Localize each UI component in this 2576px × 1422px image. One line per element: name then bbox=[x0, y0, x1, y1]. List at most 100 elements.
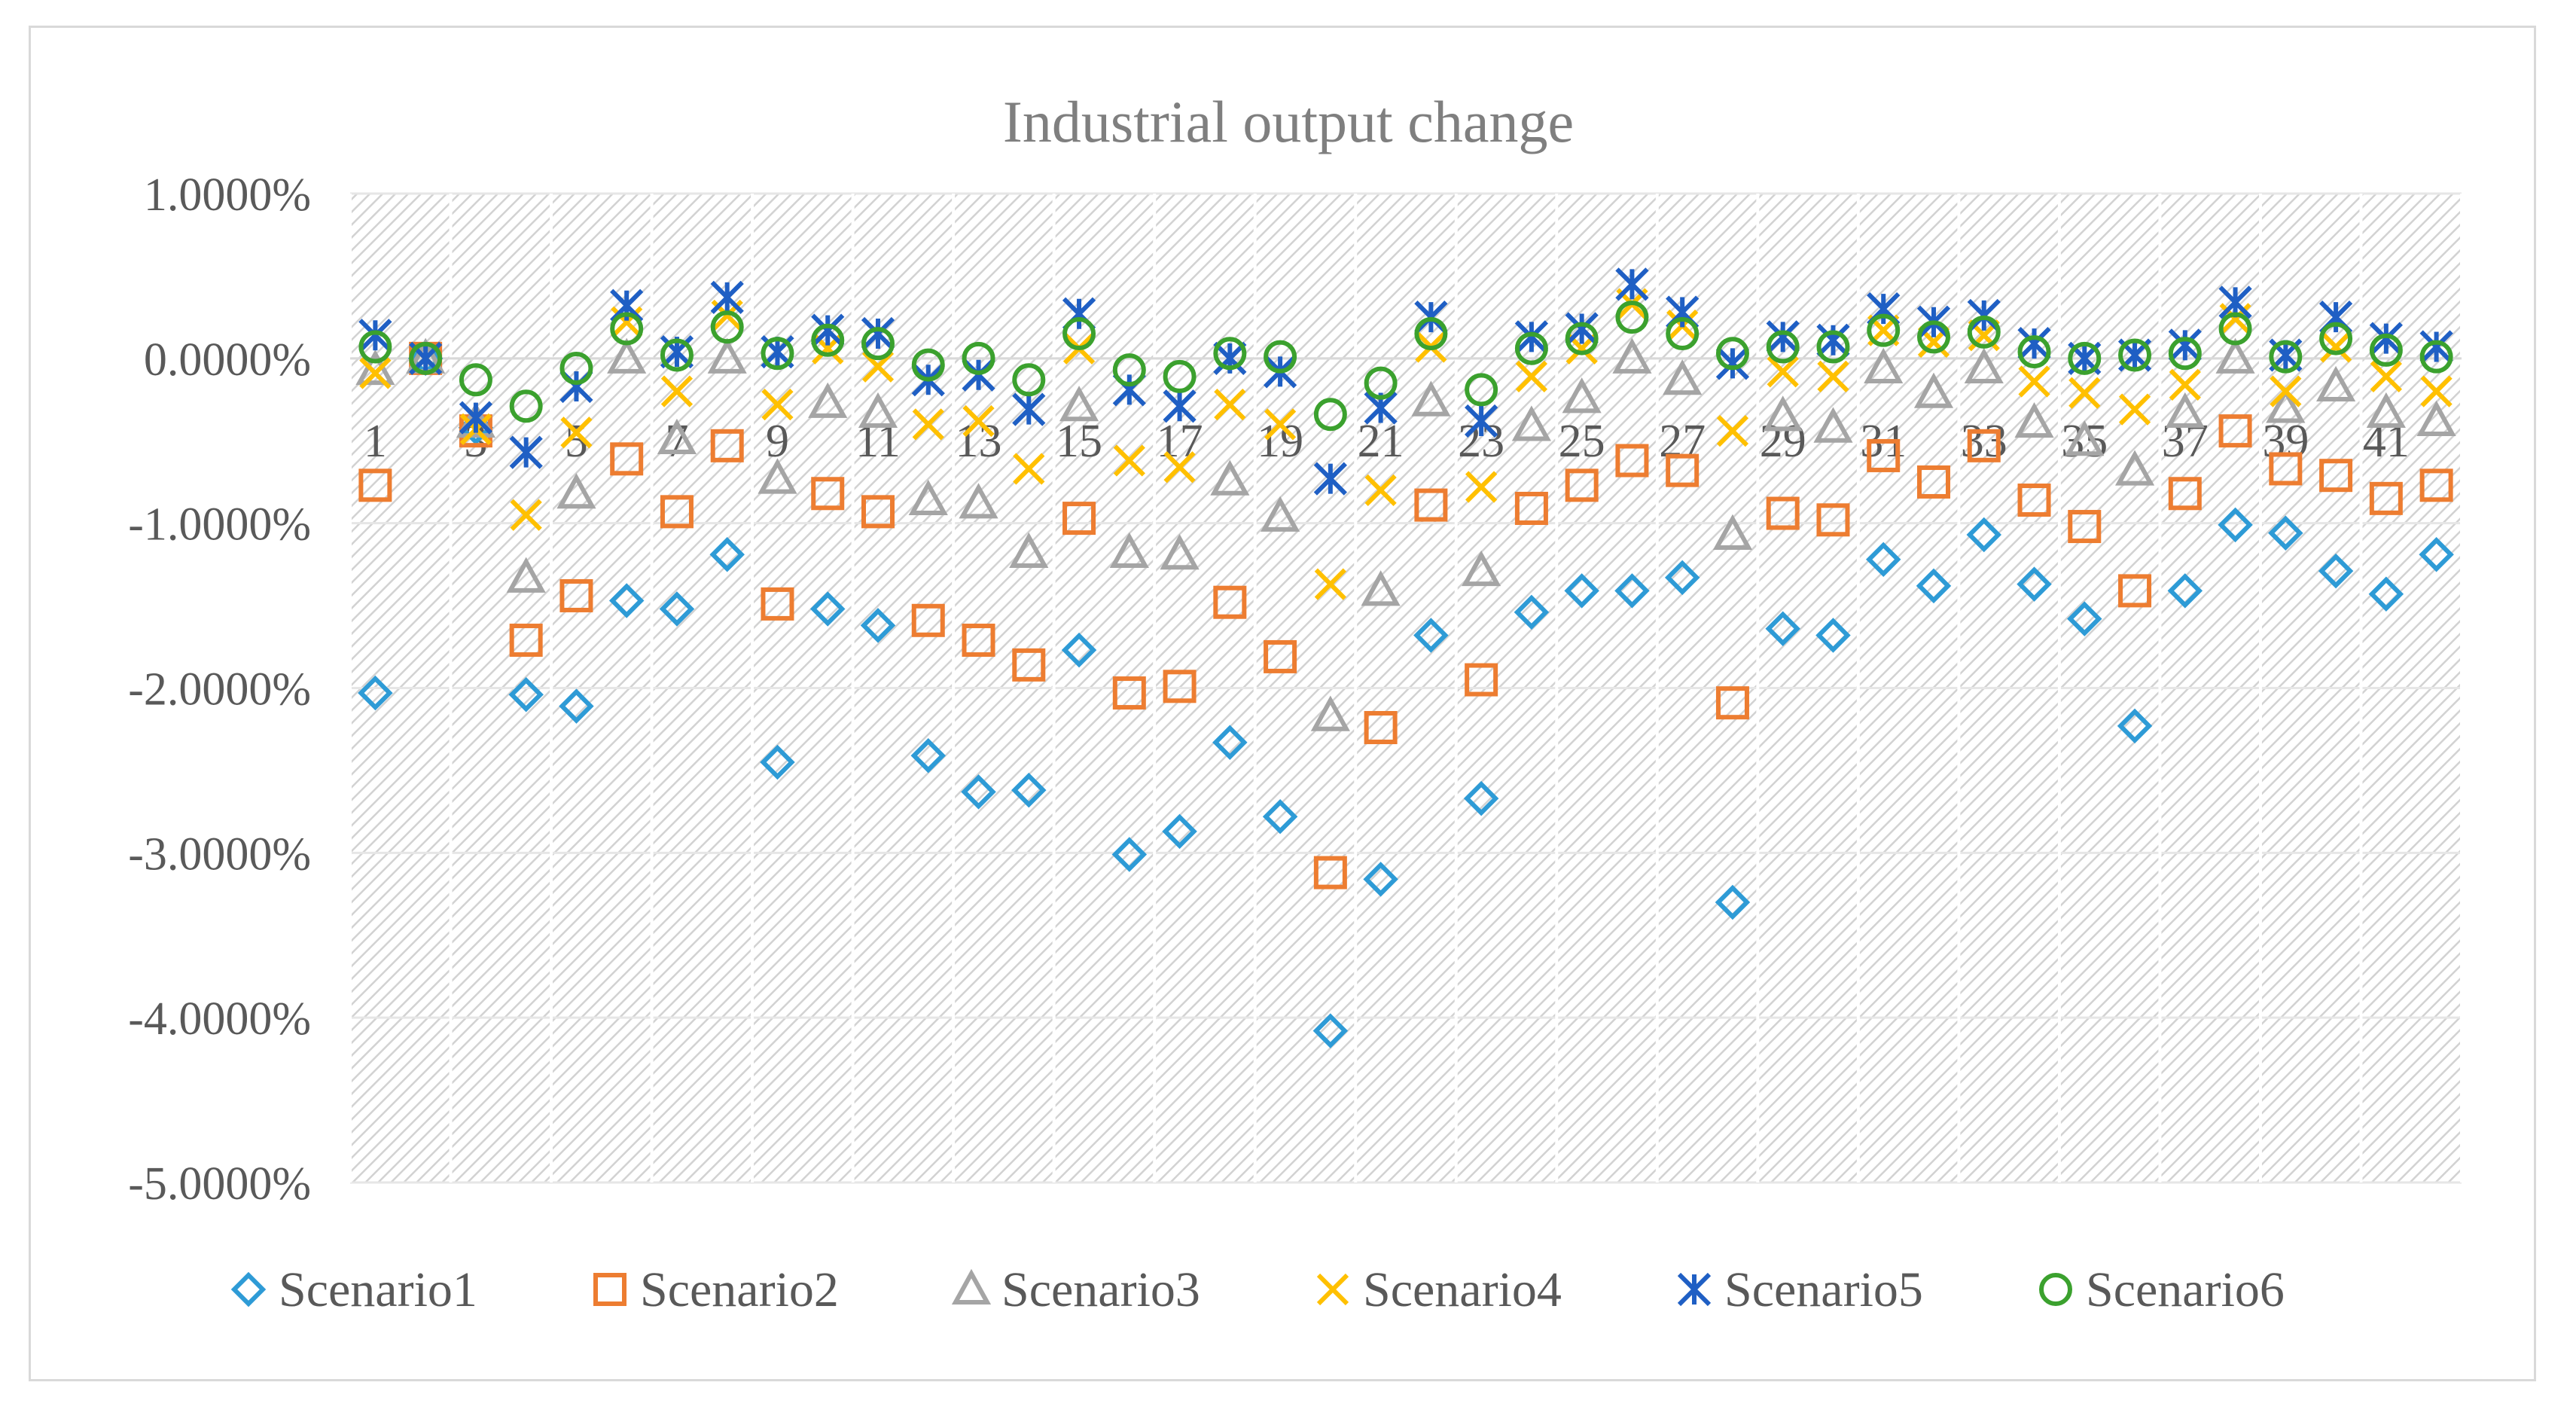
data-point bbox=[808, 382, 848, 418]
data-point bbox=[2319, 322, 2353, 356]
data-point bbox=[2017, 484, 2051, 517]
data-point bbox=[1313, 462, 1347, 496]
data-point bbox=[1363, 862, 1398, 897]
data-point bbox=[2268, 515, 2303, 551]
data-point bbox=[858, 392, 898, 429]
data-point bbox=[2369, 322, 2403, 356]
data-point bbox=[358, 319, 392, 352]
legend-label: Scenario4 bbox=[1363, 1262, 1562, 1317]
data-point bbox=[359, 357, 392, 389]
data-point bbox=[1514, 331, 1548, 365]
data-point bbox=[2017, 335, 2051, 369]
data-point bbox=[660, 338, 694, 372]
data-point bbox=[1715, 884, 1751, 920]
data-point bbox=[1413, 618, 1449, 653]
data-point bbox=[860, 608, 896, 643]
data-point bbox=[660, 375, 694, 407]
chart-title: Industrial output change bbox=[1003, 89, 1574, 154]
data-point bbox=[509, 624, 543, 658]
data-point bbox=[710, 280, 744, 314]
data-point bbox=[1361, 570, 1401, 606]
data-point bbox=[1813, 407, 1853, 443]
data-point bbox=[2419, 468, 2453, 502]
data-point bbox=[911, 603, 945, 637]
data-point bbox=[2118, 393, 2151, 426]
data-point bbox=[657, 418, 697, 455]
data-point bbox=[607, 337, 647, 374]
data-point bbox=[1816, 323, 1850, 357]
data-point bbox=[1012, 648, 1046, 682]
data-point bbox=[2316, 365, 2356, 402]
data-point bbox=[962, 404, 995, 438]
data-point bbox=[811, 313, 845, 347]
y-tick-label: -4.0000% bbox=[128, 993, 311, 1045]
data-point bbox=[861, 316, 895, 351]
data-point bbox=[1163, 359, 1197, 393]
x-tick-label: 29 bbox=[1760, 416, 1806, 467]
data-point bbox=[1313, 398, 1347, 432]
data-point bbox=[2369, 481, 2403, 515]
data-point bbox=[1262, 798, 1298, 835]
y-tick-label: 1.0000% bbox=[144, 169, 311, 221]
data-point bbox=[1964, 347, 2004, 383]
data-point bbox=[811, 323, 845, 357]
data-point bbox=[2218, 312, 2252, 346]
data-point bbox=[1816, 503, 1850, 537]
data-point bbox=[1463, 780, 1499, 816]
data-point bbox=[1615, 301, 1649, 334]
data-point bbox=[1715, 337, 1749, 371]
data-point bbox=[2168, 328, 2202, 362]
series-scenario6 bbox=[358, 301, 2453, 432]
legend-marker-icon bbox=[951, 1268, 992, 1305]
data-point bbox=[710, 429, 744, 462]
x-tick-label: 25 bbox=[1559, 416, 1605, 467]
series-scenario1 bbox=[358, 340, 2454, 1048]
data-point bbox=[861, 327, 895, 361]
data-point bbox=[1716, 414, 1749, 447]
data-point bbox=[2218, 414, 2252, 448]
data-point bbox=[1012, 392, 1046, 426]
series-scenario2 bbox=[358, 341, 2453, 890]
data-point bbox=[1411, 380, 1451, 417]
data-point bbox=[1314, 568, 1346, 600]
legend-label: Scenario6 bbox=[2086, 1262, 2285, 1317]
data-point bbox=[1261, 496, 1300, 532]
data-point bbox=[1715, 686, 1749, 720]
gridlines bbox=[349, 192, 2463, 1184]
data-point bbox=[1763, 395, 1803, 432]
data-point bbox=[1615, 267, 1649, 301]
data-point bbox=[1465, 373, 1498, 407]
data-point bbox=[2269, 452, 2303, 486]
data-point bbox=[2165, 392, 2205, 429]
data-point bbox=[2068, 377, 2101, 409]
data-point bbox=[1664, 560, 1700, 596]
data-point bbox=[2114, 450, 2155, 486]
data-point bbox=[2419, 340, 2453, 374]
data-point bbox=[1414, 488, 1448, 522]
data-point bbox=[959, 483, 998, 519]
data-point bbox=[1264, 639, 1297, 673]
data-point bbox=[2319, 459, 2353, 493]
data-point bbox=[1712, 514, 1753, 550]
data-point bbox=[1111, 837, 1148, 872]
data-point bbox=[1465, 471, 1498, 503]
data-point bbox=[1966, 517, 2002, 553]
data-point bbox=[1864, 347, 1904, 383]
data-point bbox=[1913, 372, 1954, 408]
data-point bbox=[2370, 360, 2402, 393]
data-point bbox=[1666, 453, 1700, 487]
data-point bbox=[1213, 337, 1247, 371]
data-point bbox=[1565, 322, 1599, 356]
data-point bbox=[1364, 474, 1397, 507]
data-point bbox=[1614, 573, 1650, 609]
data-point bbox=[1917, 320, 1950, 354]
data-point bbox=[1465, 663, 1498, 697]
data-point bbox=[1766, 496, 1800, 530]
data-point bbox=[2368, 576, 2404, 612]
legend-label: Scenario2 bbox=[640, 1262, 839, 1317]
data-point bbox=[1615, 444, 1649, 478]
data-point bbox=[509, 389, 543, 423]
x-axis-ticks: 1 3 5 7 9 11 13 15 17 19 21 23 25 27 29 31 33 35 37 39 41 bbox=[364, 416, 2410, 467]
legend-item: Scenario6 bbox=[2039, 1262, 2285, 1317]
